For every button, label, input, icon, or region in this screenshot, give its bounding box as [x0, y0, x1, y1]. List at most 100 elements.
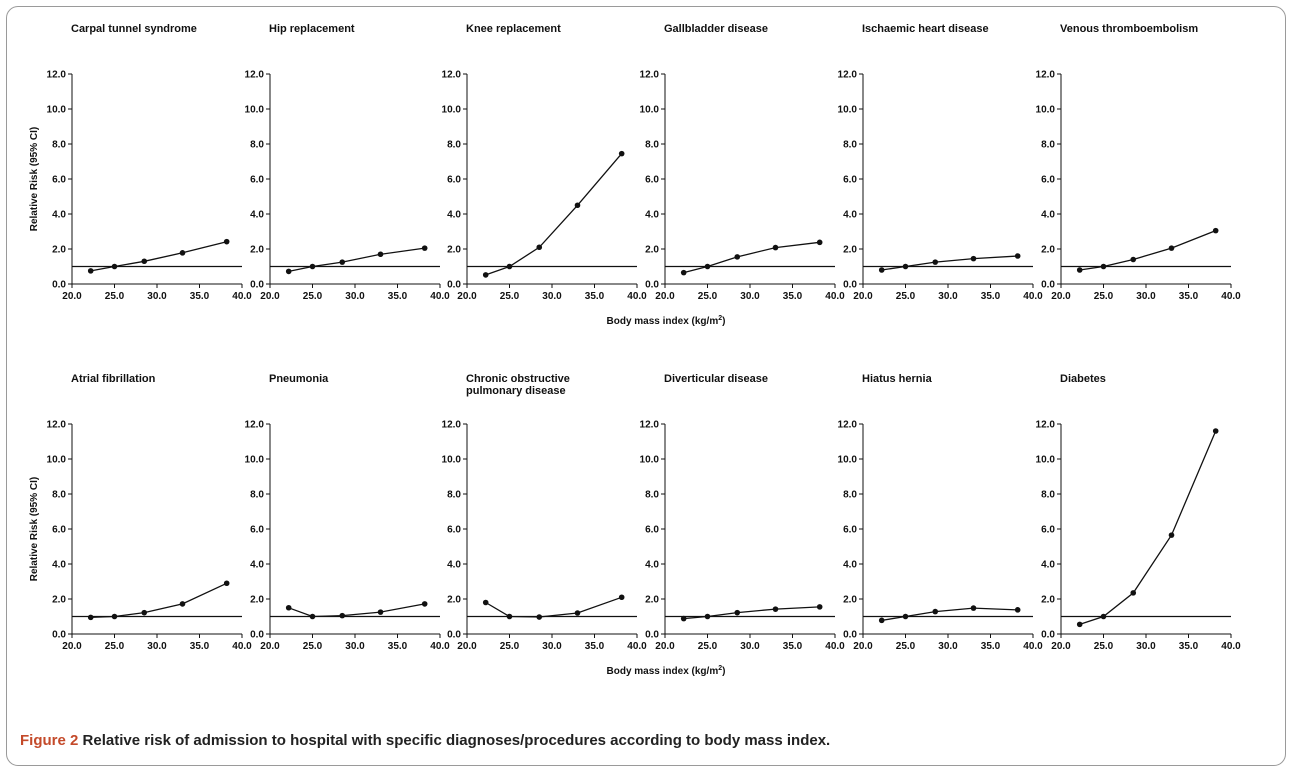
y-tick-label: 10.0: [47, 455, 67, 466]
y-tick-label: 2.0: [843, 245, 857, 256]
panel: Diabetes 0.0 2.0 4.0 6.0 8.0 10.0 12.0 20.0 25.0 3…: [1036, 373, 1242, 652]
x-tick-label: 20.0: [260, 291, 280, 302]
x-tick-label: 20.0: [1051, 641, 1071, 652]
data-point: [1130, 590, 1137, 596]
x-tick-label: 35.0: [981, 291, 1001, 302]
y-tick-label: 12.0: [838, 420, 858, 431]
data-point: [970, 255, 977, 262]
y-tick-label: 4.0: [250, 560, 264, 571]
panel-title: Diverticular disease: [664, 373, 768, 385]
x-tick-label: 25.0: [1094, 641, 1114, 652]
y-tick-label: 4.0: [1041, 560, 1055, 571]
data-point: [339, 612, 346, 619]
x-tick-label: 40.0: [430, 291, 450, 302]
data-point: [1168, 245, 1175, 251]
data-point: [285, 268, 292, 275]
y-tick-label: 12.0: [1036, 420, 1056, 431]
data-point: [932, 259, 939, 265]
data-point: [111, 263, 118, 270]
y-tick-label: 6.0: [52, 175, 66, 186]
y-tick-label: 12.0: [442, 420, 462, 431]
series-line: [1079, 229, 1216, 271]
data-point: [141, 258, 148, 265]
panel-title: Knee replacement: [466, 23, 561, 35]
x-tick-label: 25.0: [896, 291, 916, 302]
y-tick-label: 8.0: [52, 490, 66, 501]
x-axis-title: Body mass index (kg/m2): [607, 665, 726, 677]
series-line: [881, 255, 1018, 271]
series-line: [288, 603, 425, 618]
y-tick-label: 10.0: [1036, 455, 1056, 466]
data-point: [111, 613, 118, 620]
y-tick-label: 4.0: [52, 210, 66, 221]
y-tick-label: 8.0: [843, 140, 857, 151]
x-tick-label: 40.0: [825, 291, 845, 302]
y-tick-label: 8.0: [447, 140, 461, 151]
x-tick-label: 35.0: [190, 291, 210, 302]
x-tick-label: 30.0: [345, 291, 365, 302]
x-tick-label: 20.0: [62, 291, 82, 302]
x-tick-label: 30.0: [147, 291, 167, 302]
x-tick-label: 40.0: [232, 641, 252, 652]
data-point: [970, 605, 977, 611]
panel: Hiatus hernia 0.0 2.0 4.0 6.0 8.0 10.0 12.0 20.0…: [838, 373, 1044, 652]
data-point: [1100, 263, 1107, 270]
x-tick-label: 35.0: [783, 291, 803, 302]
x-tick-label: 20.0: [853, 291, 873, 302]
data-point: [309, 263, 316, 270]
panel: Carpal tunnel syndrome 0.0 2.0 4.0 6.0 8.0 10.…: [47, 23, 253, 302]
y-tick-label: 8.0: [645, 140, 659, 151]
y-tick-label: 6.0: [843, 175, 857, 186]
y-axis-title: Relative Risk (95% CI): [29, 477, 40, 582]
y-tick-label: 4.0: [52, 560, 66, 571]
x-tick-label: 20.0: [457, 641, 477, 652]
y-tick-label: 8.0: [250, 140, 264, 151]
y-tick-label: 4.0: [447, 560, 461, 571]
y-axis-title: Relative Risk (95% CI): [29, 127, 40, 232]
data-point: [482, 599, 489, 606]
data-point: [574, 202, 581, 209]
panel-title: Ischaemic heart disease: [862, 23, 989, 35]
x-tick-label: 25.0: [105, 291, 125, 302]
y-tick-label: 4.0: [645, 560, 659, 571]
data-point: [618, 594, 625, 601]
x-tick-label: 25.0: [500, 291, 520, 302]
panel-title: Chronic obstructive: [466, 373, 570, 385]
data-point: [536, 244, 543, 251]
x-tick-label: 20.0: [1051, 291, 1071, 302]
panel: Venous thromboembolism 0.0 2.0 4.0 6.0 8.0 10.…: [1036, 23, 1242, 302]
data-point: [87, 268, 94, 274]
y-tick-label: 2.0: [447, 595, 461, 606]
panel-title: Venous thromboembolism: [1060, 23, 1198, 35]
y-tick-label: 10.0: [245, 105, 265, 116]
panel: Atrial fibrillation 0.0 2.0 4.0 6.0 8.0 10.0 12…: [47, 373, 253, 652]
data-point: [1212, 227, 1219, 234]
data-point: [816, 239, 823, 246]
y-tick-label: 8.0: [843, 490, 857, 501]
data-point: [772, 606, 779, 612]
x-tick-label: 40.0: [1221, 291, 1241, 302]
x-tick-label: 40.0: [430, 641, 450, 652]
y-tick-label: 8.0: [52, 140, 66, 151]
x-tick-label: 40.0: [627, 291, 647, 302]
y-tick-label: 4.0: [843, 210, 857, 221]
data-point: [223, 238, 230, 245]
x-tick-label: 35.0: [585, 291, 605, 302]
panel: Ischaemic heart disease 0.0 2.0 4.0 6.0 8.0 10…: [838, 23, 1044, 302]
x-tick-label: 25.0: [303, 291, 323, 302]
x-tick-label: 40.0: [1023, 291, 1043, 302]
y-tick-label: 4.0: [447, 210, 461, 221]
x-axis-title: Body mass index (kg/m2): [607, 315, 726, 327]
series-line: [485, 153, 623, 276]
data-point: [816, 604, 823, 610]
y-tick-label: 0.0: [1041, 280, 1055, 291]
caption-text: Relative risk of admission to hospital w…: [82, 732, 831, 749]
panel: Diverticular disease 0.0 2.0 4.0 6.0 8.0 10.0 1…: [640, 373, 846, 652]
x-tick-label: 35.0: [1179, 641, 1199, 652]
panel: Pneumonia 0.0 2.0 4.0 6.0 8.0 10.0 12.0 20.0 25.0…: [245, 373, 451, 652]
data-point: [536, 614, 543, 620]
series-line: [90, 582, 227, 619]
data-point: [309, 613, 316, 620]
x-tick-label: 30.0: [542, 641, 562, 652]
